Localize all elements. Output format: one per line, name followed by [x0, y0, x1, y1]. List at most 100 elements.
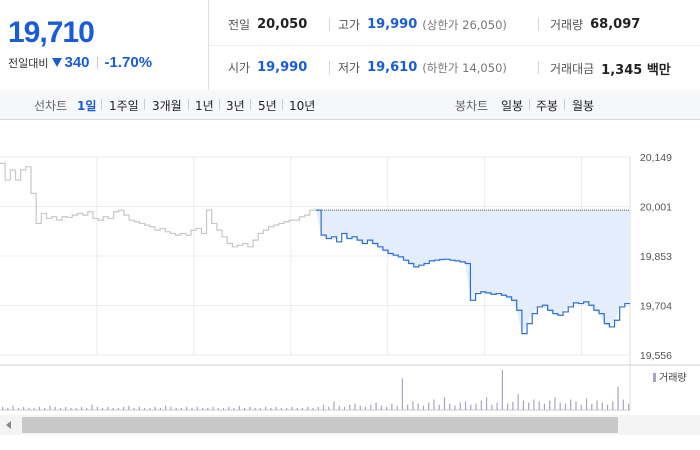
volume-bar — [133, 407, 135, 410]
prev-day-price-line — [0, 162, 316, 248]
volume-bar — [617, 386, 619, 410]
divider — [250, 99, 251, 110]
volume-bar — [233, 407, 235, 410]
period-tab-10y[interactable]: 10년 — [289, 99, 316, 113]
volume-bar — [612, 401, 614, 410]
volume-bar — [422, 405, 425, 410]
candle-tab-weekly[interactable]: 주봉 — [536, 99, 559, 113]
lower-limit-text: (하한가 14,050) — [422, 60, 507, 75]
volume-bar — [180, 407, 183, 410]
volume-bar — [212, 406, 214, 410]
volume-bar — [364, 406, 367, 410]
price-chart-svg: 20,149 20,001 19,853 19,704 19,556 거래량 — [0, 152, 700, 411]
volume-bar — [443, 397, 446, 410]
volume-bar — [522, 400, 524, 410]
change-value: 340 — [64, 54, 90, 71]
volume-bar — [391, 403, 393, 410]
volume-bar — [449, 403, 451, 410]
prev-close-label: 전일 — [228, 18, 251, 32]
volume-bar — [170, 406, 172, 410]
volume-bar — [2, 406, 4, 410]
volume-bar — [17, 407, 19, 410]
divider — [529, 99, 530, 110]
candle-tab-daily[interactable]: 일봉 — [501, 99, 524, 113]
volume-bar — [401, 378, 403, 410]
divider — [282, 99, 283, 110]
volume-bar — [23, 406, 25, 410]
volume-bar — [554, 397, 556, 410]
volume-bar — [343, 406, 346, 410]
current-price: 19,710 — [8, 16, 95, 49]
chart-scrollbar[interactable] — [0, 415, 700, 435]
prev-close-stat: 전일 20,050 — [228, 16, 307, 33]
volume-bar — [154, 406, 156, 410]
candle-tab-monthly[interactable]: 월봉 — [572, 99, 595, 113]
volume-bar — [317, 406, 319, 410]
volume-bar — [501, 370, 503, 410]
volume-bar — [254, 407, 256, 410]
volume-bar — [543, 403, 546, 410]
open-stat: 시가 19,990 — [228, 59, 307, 76]
volume-bar — [433, 399, 435, 410]
divider — [329, 61, 330, 74]
volume-bar — [338, 405, 340, 410]
volume-bar — [65, 406, 67, 410]
volume-bar — [575, 401, 577, 410]
volume-bar — [370, 404, 372, 410]
y-tick-label: 20,001 — [640, 202, 672, 214]
volume-bar — [59, 407, 62, 410]
volume-bar — [291, 406, 293, 410]
scroll-thumb[interactable] — [22, 417, 618, 433]
volume-bar — [359, 405, 361, 410]
volume-bar — [112, 407, 114, 410]
volume-bar — [12, 405, 14, 410]
down-triangle-icon — [52, 58, 63, 67]
volume-bar — [33, 407, 35, 410]
high-value: 19,990 — [367, 17, 418, 32]
volume-bar — [533, 399, 535, 410]
volume-bar — [265, 406, 267, 410]
low-stat: 저가 19,610 (하한가 14,050) — [338, 59, 507, 76]
period-tab-1w[interactable]: 1주일 — [109, 99, 139, 113]
volume-bar — [349, 404, 351, 410]
period-tab-3y[interactable]: 3년 — [226, 99, 245, 113]
volume-bar — [580, 404, 582, 410]
period-tab-3m[interactable]: 3개월 — [152, 99, 182, 113]
volume-bar — [159, 407, 162, 410]
volume-bar — [122, 406, 125, 410]
volume-bar — [454, 405, 456, 410]
scroll-left-arrow-icon[interactable] — [6, 421, 11, 429]
high-stat: 고가 19,990 (상한가 26,050) — [338, 16, 507, 33]
volume-bar — [96, 406, 98, 410]
volume-bar — [149, 407, 151, 410]
divider — [564, 99, 565, 110]
period-tab-1d[interactable]: 1일 — [77, 99, 97, 113]
volume-bar — [238, 405, 240, 410]
volume-bar — [275, 406, 277, 410]
open-label: 시가 — [228, 61, 251, 75]
period-tab-1y[interactable]: 1년 — [195, 99, 214, 113]
period-tab-5y[interactable]: 5년 — [258, 99, 277, 113]
volume-bar — [564, 403, 567, 410]
volume-bar — [591, 403, 593, 410]
volume-bar — [196, 406, 198, 410]
today-price-line — [316, 209, 630, 335]
divider — [219, 99, 220, 110]
volume-bar — [107, 406, 109, 410]
stock-summary-panel: 19,710 전일대비 340 -1.70% 전일 20,050 고가 19,9… — [0, 0, 700, 91]
volume-bar — [201, 407, 204, 410]
row-divider — [209, 45, 700, 46]
volume-bar — [596, 400, 598, 410]
volume-bar — [144, 407, 146, 410]
volume-bar — [538, 401, 540, 410]
current-price-box: 19,710 전일대비 340 -1.70% — [0, 0, 209, 90]
volume-bar — [296, 407, 298, 410]
volume-bar — [286, 407, 288, 410]
volume-legend-swatch — [653, 373, 656, 382]
volume-bar — [207, 407, 209, 410]
trade-amount-value: 1,345 백만 — [601, 63, 671, 78]
divider — [101, 99, 102, 110]
volume-bar — [428, 402, 430, 410]
y-tick-label: 19,853 — [640, 251, 672, 263]
volume-legend-label: 거래량 — [659, 372, 687, 384]
